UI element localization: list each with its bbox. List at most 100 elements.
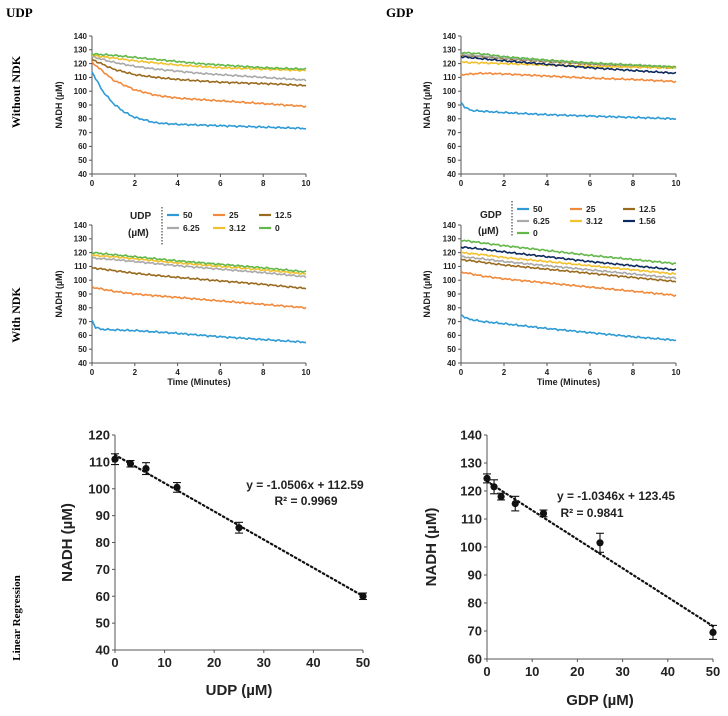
series-line-0 (91, 52, 307, 71)
x-axis-label: Time (Minutes) (167, 377, 230, 387)
y-tick-label: 90 (468, 568, 482, 583)
x-tick-label: 2 (502, 368, 507, 377)
y-axis-label: NADH (µM) (422, 270, 432, 317)
x-axis-label: Time (Minutes) (537, 377, 600, 387)
y-tick-label: 130 (443, 235, 457, 244)
legend-label-3-12: 3.12 (586, 216, 603, 226)
y-tick-label: 130 (443, 46, 457, 55)
y-tick-label: 70 (78, 128, 87, 137)
x-tick-label: 0 (459, 179, 464, 188)
y-tick-label: 120 (443, 248, 457, 257)
row-label-linear-regression: Linear Regression (11, 575, 23, 660)
y-tick-label: 70 (447, 317, 456, 326)
x-tick-label: 2 (133, 368, 138, 377)
x-tick-label: 2 (502, 179, 507, 188)
y-tick-label: 60 (78, 331, 87, 340)
y-tick-label: 120 (460, 484, 482, 499)
data-point (539, 509, 548, 517)
x-tick-label: 4 (175, 368, 180, 377)
y-tick-label: 50 (78, 156, 87, 165)
y-tick-label: 90 (96, 508, 110, 523)
data-point (709, 628, 717, 637)
x-tick-label: 20 (570, 664, 584, 679)
x-tick-label: 10 (672, 179, 681, 188)
series-line-0 (460, 239, 677, 266)
legend-label-6-25: 6.25 (183, 223, 200, 233)
x-tick-label: 6 (218, 179, 223, 188)
y-tick-label: 100 (443, 276, 457, 285)
x-tick-label: 10 (157, 655, 171, 670)
chart-gdp-with-ndk: 40 50 60 70 80 90 100 110 120 130 140 0 2 4 6 8 10 NADH (… (422, 201, 681, 387)
y-tick-label: 120 (74, 59, 88, 68)
data-point (359, 592, 367, 600)
x-tick-label: 6 (588, 179, 593, 188)
y-tick-label: 130 (460, 456, 482, 471)
y-tick-label: 60 (96, 589, 110, 604)
x-tick-label: 2 (133, 179, 138, 188)
regression-equation: y = -1.0506x + 112.59 (246, 478, 364, 492)
y-tick-label: 100 (443, 87, 457, 96)
x-tick-label: 0 (90, 179, 95, 188)
y-tick-label: 70 (468, 624, 482, 639)
y-tick-label: 80 (78, 304, 87, 313)
y-tick-label: 80 (468, 596, 482, 611)
y-tick-label: 120 (74, 248, 88, 257)
legend-label-3-12: 3.12 (229, 223, 246, 233)
series-line-0 (91, 251, 307, 273)
data-point (235, 524, 243, 532)
y-axis-label: NADH (µM) (423, 508, 440, 587)
data-point (142, 464, 150, 473)
y-axis-label: NADH (µM) (422, 81, 432, 128)
y-tick-label: 130 (74, 235, 88, 244)
x-tick-label: 20 (207, 655, 221, 670)
legend-title-unit: (µM) (478, 226, 499, 237)
y-tick-label: 50 (447, 345, 456, 354)
regression-equation: y = -1.0346x + 123.45 (557, 489, 675, 503)
x-tick-label: 8 (631, 368, 636, 377)
chart-gdp-without-ndk: 40 50 60 70 80 90 100 110 120 130 140 0 2 4 6 8 10 NADH (… (422, 32, 681, 188)
x-tick-label: 4 (545, 368, 550, 377)
y-tick-label: 90 (447, 101, 456, 110)
legend-title-unit: (µM) (128, 228, 149, 239)
x-tick-label: 30 (257, 655, 271, 670)
legend-title: UDP (130, 211, 151, 222)
y-tick-label: 90 (78, 101, 87, 110)
series-line-3-12 (91, 54, 307, 72)
x-tick-label: 8 (261, 179, 266, 188)
data-point (126, 460, 135, 468)
x-tick-label: 8 (261, 368, 266, 377)
y-tick-label: 80 (78, 115, 87, 124)
y-tick-label: 40 (96, 643, 110, 658)
x-tick-label: 10 (302, 179, 311, 188)
y-tick-label: 140 (443, 221, 457, 230)
column-label-gdp: GDP (386, 5, 414, 20)
y-tick-label: 110 (443, 73, 456, 82)
y-axis-label: NADH (µM) (54, 81, 64, 128)
y-tick-label: 110 (74, 73, 87, 82)
data-point (497, 493, 505, 501)
x-tick-label: 4 (175, 179, 180, 188)
x-tick-label: 10 (672, 368, 681, 377)
x-tick-label: 10 (302, 368, 311, 377)
y-axis-label: NADH (µM) (54, 270, 64, 317)
x-tick-label: 4 (545, 179, 550, 188)
y-tick-label: 50 (447, 156, 456, 165)
y-tick-label: 80 (447, 304, 456, 313)
x-tick-label: 0 (483, 664, 490, 679)
series-line-12-5 (460, 258, 677, 283)
legend-label-25: 25 (229, 210, 239, 220)
y-tick-label: 40 (447, 170, 456, 179)
x-tick-label: 0 (459, 368, 464, 377)
series-line-50 (460, 101, 677, 121)
y-tick-label: 60 (78, 142, 87, 151)
chart-udp-without-ndk: 40 50 60 70 80 90 100 110 120 130 140 0 2 4 6 8 10 NADH (… (54, 32, 311, 188)
y-tick-label: 110 (89, 454, 110, 469)
series-line-25 (460, 270, 677, 298)
series-line-25 (91, 285, 307, 310)
y-tick-label: 60 (468, 652, 482, 667)
y-tick-label: 100 (460, 540, 482, 555)
legend-label-0: 0 (533, 228, 538, 238)
y-tick-label: 70 (78, 317, 87, 326)
legend-label-50: 50 (533, 204, 543, 214)
